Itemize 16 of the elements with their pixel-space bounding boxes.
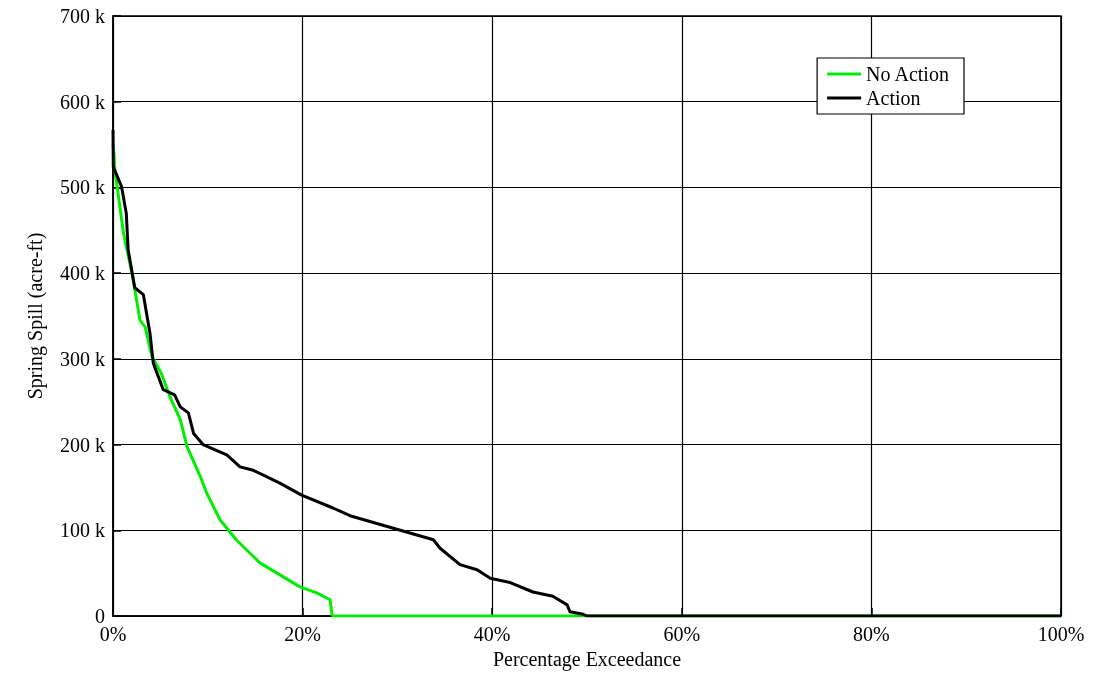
legend-label: Action [866,87,921,109]
y-tick-label: 100 k [60,519,105,542]
x-axis-title: Percentage Exceedance [492,647,682,671]
y-tick-label: 500 k [60,176,105,199]
x-tick-label: 80% [853,623,890,645]
x-tick-label: 20% [284,623,321,645]
y-tick-label: 400 k [60,262,105,285]
y-tick-label: 600 k [60,90,105,113]
y-tick-label: 700 k [60,5,105,27]
y-axis-title: Spring Spill (acre-ft) [24,232,47,400]
legend-label: No Action [866,63,949,85]
x-tick-label: 100% [1037,623,1085,645]
x-tick-label: 40% [473,623,511,645]
x-tick-label: 60% [663,623,701,645]
y-tick-label: 300 k [60,347,105,370]
y-tick-label: 200 k [60,433,105,456]
